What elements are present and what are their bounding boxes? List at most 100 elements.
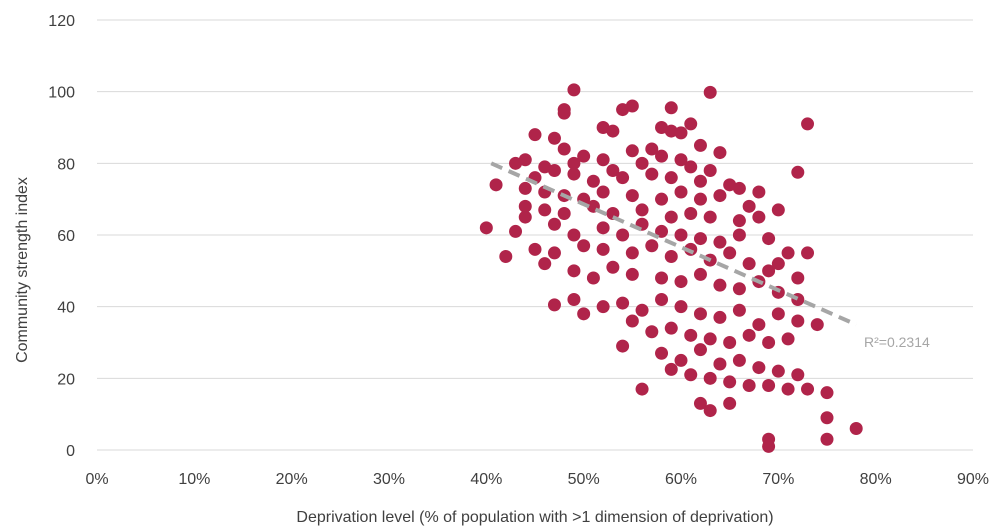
data-point bbox=[752, 185, 766, 199]
data-point bbox=[820, 386, 834, 400]
data-point bbox=[810, 318, 824, 332]
data-point bbox=[664, 124, 678, 138]
data-point bbox=[528, 128, 542, 142]
data-point bbox=[538, 257, 552, 271]
data-point bbox=[635, 203, 649, 217]
data-point bbox=[655, 149, 669, 163]
data-point bbox=[625, 189, 639, 203]
data-point bbox=[655, 224, 669, 238]
trendline bbox=[490, 161, 858, 327]
data-point bbox=[577, 307, 591, 321]
data-point bbox=[509, 224, 523, 238]
x-tick-label: 90% bbox=[957, 471, 989, 488]
y-tick-label: 60 bbox=[57, 228, 75, 245]
data-point bbox=[713, 235, 727, 249]
data-point bbox=[762, 439, 776, 453]
data-point bbox=[820, 432, 834, 446]
data-points bbox=[479, 83, 863, 453]
data-point bbox=[693, 138, 707, 152]
data-point bbox=[606, 124, 620, 138]
data-point bbox=[713, 189, 727, 203]
data-point bbox=[625, 246, 639, 260]
data-point bbox=[781, 382, 795, 396]
data-point bbox=[684, 368, 698, 382]
x-tick-label: 30% bbox=[373, 471, 405, 488]
data-point bbox=[703, 404, 717, 418]
data-point bbox=[791, 165, 805, 179]
data-point bbox=[732, 282, 746, 296]
data-point bbox=[732, 181, 746, 195]
data-point bbox=[586, 174, 600, 188]
data-point bbox=[771, 307, 785, 321]
data-point bbox=[596, 242, 610, 256]
x-tick-label: 40% bbox=[470, 471, 502, 488]
x-tick-label: 80% bbox=[860, 471, 892, 488]
data-point bbox=[693, 396, 707, 410]
x-tick-label: 60% bbox=[665, 471, 697, 488]
x-tick-label: 0% bbox=[85, 471, 108, 488]
data-point bbox=[801, 382, 815, 396]
data-point bbox=[849, 422, 863, 435]
data-point bbox=[713, 310, 727, 324]
data-point bbox=[723, 246, 737, 260]
data-point bbox=[693, 343, 707, 357]
data-point bbox=[606, 164, 620, 177]
y-tick-label: 40 bbox=[57, 300, 75, 317]
data-point bbox=[693, 267, 707, 281]
x-axis-title: Deprivation level (% of population with … bbox=[296, 509, 773, 526]
y-axis-tick-labels: 0 20 40 60 80 100 120 bbox=[48, 13, 75, 460]
data-point bbox=[752, 361, 766, 375]
data-point bbox=[616, 339, 630, 353]
data-point bbox=[693, 174, 707, 188]
x-tick-label: 70% bbox=[762, 471, 794, 488]
data-point bbox=[518, 181, 532, 195]
x-axis-tick-labels: 0% 10% 20% 30% 40% 50% 60% 70% 80% 90% bbox=[85, 471, 989, 488]
y-axis-title: Community strength index bbox=[14, 177, 31, 363]
data-point bbox=[664, 250, 678, 263]
y-tick-label: 0 bbox=[66, 443, 75, 460]
data-point bbox=[762, 232, 776, 246]
data-point bbox=[801, 246, 815, 260]
y-tick-label: 80 bbox=[57, 156, 75, 173]
data-point bbox=[801, 117, 815, 131]
data-point bbox=[635, 303, 649, 317]
y-tick-label: 120 bbox=[48, 13, 75, 30]
data-point bbox=[791, 271, 805, 285]
data-point bbox=[771, 364, 785, 378]
data-point bbox=[674, 353, 688, 367]
data-point bbox=[606, 260, 620, 274]
data-point bbox=[567, 228, 581, 242]
data-point bbox=[577, 239, 591, 253]
data-point bbox=[664, 101, 678, 115]
data-point bbox=[664, 362, 678, 376]
data-point bbox=[674, 275, 688, 289]
data-point bbox=[596, 300, 610, 314]
data-point bbox=[781, 332, 795, 346]
x-tick-label: 50% bbox=[568, 471, 600, 488]
data-point bbox=[547, 298, 561, 312]
data-point bbox=[625, 144, 639, 158]
data-point bbox=[752, 318, 766, 332]
data-point bbox=[655, 346, 669, 360]
data-point bbox=[625, 314, 639, 328]
data-point bbox=[596, 221, 610, 235]
data-point bbox=[742, 199, 756, 213]
gridlines bbox=[97, 19, 973, 451]
data-point bbox=[732, 303, 746, 317]
data-point bbox=[625, 267, 639, 281]
data-point bbox=[723, 336, 737, 349]
y-tick-label: 100 bbox=[48, 85, 75, 102]
data-point bbox=[596, 185, 610, 199]
data-point bbox=[742, 328, 756, 342]
data-point bbox=[732, 228, 746, 242]
data-point bbox=[518, 199, 532, 213]
data-point bbox=[791, 314, 805, 328]
data-point bbox=[771, 257, 785, 271]
data-point bbox=[684, 160, 698, 174]
data-point bbox=[645, 142, 659, 156]
data-point bbox=[742, 257, 756, 271]
y-tick-label: 20 bbox=[57, 371, 75, 388]
data-point bbox=[635, 156, 649, 170]
data-point bbox=[664, 321, 678, 335]
